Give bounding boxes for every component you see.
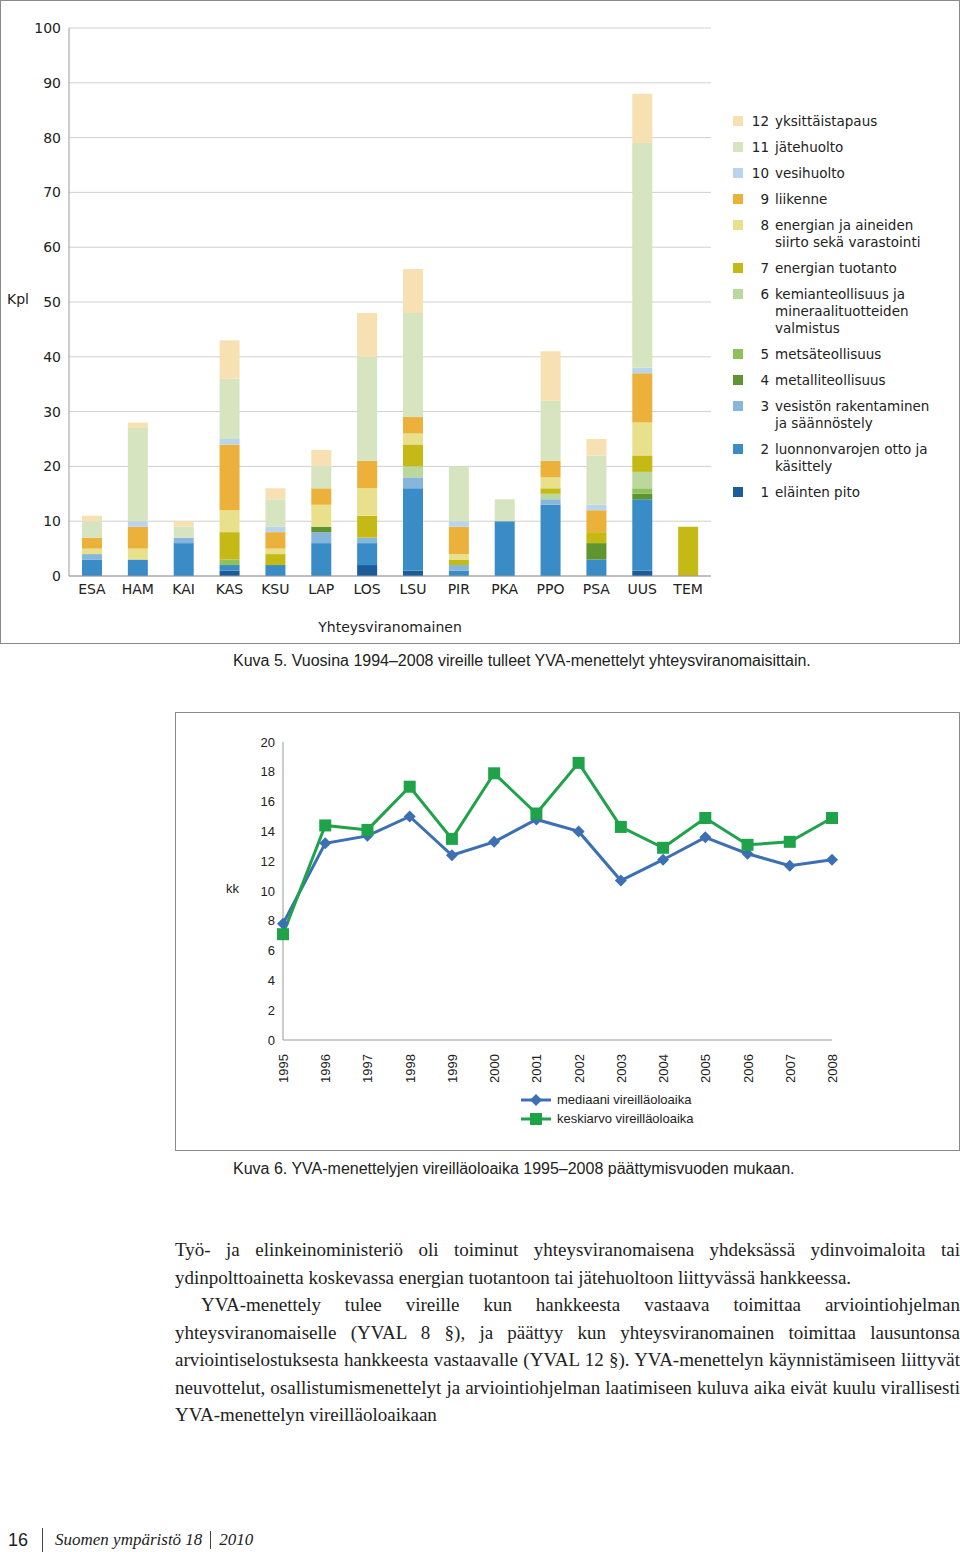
svg-text:0: 0: [52, 568, 61, 584]
svg-text:HAM: HAM: [122, 581, 154, 597]
html-text:3: 3: [760, 398, 769, 414]
html-text:Kpl: Kpl: [7, 291, 29, 307]
html-text:jätehuolto: jätehuolto: [775, 139, 844, 155]
html-text:11: 11: [751, 139, 769, 155]
svg-text:1999: 1999: [445, 1054, 460, 1083]
html-text:6: 6: [760, 286, 769, 302]
svg-text:Yhteysviranomainen: Yhteysviranomainen: [317, 619, 462, 635]
svg-text:2007: 2007: [783, 1054, 798, 1083]
html-text:eläinten pito: eläinten pito: [775, 484, 860, 500]
svg-text:2: 2: [268, 1003, 275, 1018]
html-text:Kuva 6. YVA-menettelyjen virei: Kuva 6. YVA-menettelyjen vireilläoloaika…: [233, 1160, 795, 1177]
svg-text:20: 20: [261, 735, 275, 750]
svg-text:PSA: PSA: [583, 581, 611, 597]
svg-text:PPO: PPO: [537, 581, 565, 597]
html-text:Työ- ja elinkeinoministeriö ol: Työ- ja elinkeinoministeriö oli toiminut…: [175, 1239, 960, 1288]
svg-text:PKA: PKA: [491, 581, 518, 597]
svg-text:1998: 1998: [403, 1054, 418, 1083]
html-text:liikenne: liikenne: [775, 191, 828, 207]
svg-text:KSU: KSU: [261, 581, 289, 597]
svg-text:1995: 1995: [276, 1054, 291, 1083]
svg-text:10: 10: [261, 884, 275, 899]
html-text:5: 5: [760, 346, 769, 362]
html-text:energian tuotanto: energian tuotanto: [775, 260, 897, 276]
svg-text:1997: 1997: [360, 1054, 375, 1083]
html-text:energian ja aineiden siirto se: energian ja aineiden siirto sekä varasto…: [775, 217, 921, 250]
svg-text:ESA: ESA: [78, 581, 106, 597]
svg-text:6: 6: [268, 943, 275, 958]
svg-text:90: 90: [43, 75, 61, 91]
html-text:metsäteollisuus: metsäteollisuus: [775, 346, 882, 362]
svg-text:8: 8: [268, 913, 275, 928]
svg-text:KAI: KAI: [172, 581, 195, 597]
svg-text:0: 0: [268, 1033, 275, 1048]
html-text:2010: 2010: [219, 1530, 254, 1549]
svg-text:LAP: LAP: [308, 581, 334, 597]
svg-text:2000: 2000: [487, 1054, 502, 1083]
html-text:12: 12: [751, 113, 769, 129]
html-text:yksittäistapaus: yksittäistapaus: [775, 113, 878, 129]
svg-text:20: 20: [43, 458, 61, 474]
svg-text:2006: 2006: [741, 1054, 756, 1083]
html-text:16: 16: [8, 1529, 28, 1550]
svg-text:UUS: UUS: [628, 581, 657, 597]
svg-text:12: 12: [261, 854, 275, 869]
html-text:8: 8: [760, 217, 769, 233]
html-text:luonnonvarojen otto ja käsitte: luonnonvarojen otto ja käsittely: [775, 441, 928, 474]
svg-text:30: 30: [43, 404, 61, 420]
html-text:10: 10: [751, 165, 769, 181]
html-text:1: 1: [760, 484, 769, 500]
html-text:YVA-menettely tulee vireille k: YVA-menettely tulee vireille kun hankkee…: [175, 1294, 960, 1425]
svg-text:KAS: KAS: [216, 581, 244, 597]
svg-text:4: 4: [268, 973, 275, 988]
html-text:kk: kk: [226, 881, 239, 896]
html-text:kemianteollisuus ja mineraalit: kemianteollisuus ja mineraalituotteiden …: [775, 286, 909, 336]
svg-text:18: 18: [261, 764, 275, 779]
svg-text:2004: 2004: [656, 1054, 671, 1083]
svg-text:100: 100: [34, 20, 61, 36]
svg-text:80: 80: [43, 130, 61, 146]
html-text:Suomen ympäristö 18: Suomen ympäristö 18: [55, 1530, 203, 1549]
html-text:2: 2: [760, 441, 769, 457]
html-text:Kuva 5. Vuosina 1994–2008 vire: Kuva 5. Vuosina 1994–2008 vireille tulle…: [233, 652, 811, 669]
html-text:mediaani vireilläoloaika: mediaani vireilläoloaika: [557, 1092, 692, 1107]
svg-text:1996: 1996: [318, 1054, 333, 1083]
svg-text:TEM: TEM: [672, 581, 702, 597]
svg-text:2003: 2003: [614, 1054, 629, 1083]
svg-text:60: 60: [43, 239, 61, 255]
svg-text:16: 16: [261, 794, 275, 809]
svg-text:2002: 2002: [572, 1054, 587, 1083]
html-text:metalliteollisuus: metalliteollisuus: [775, 372, 886, 388]
svg-text:LSU: LSU: [399, 581, 426, 597]
html-text:vesistön rakentaminen ja säänn: vesistön rakentaminen ja säännöstely: [775, 398, 930, 431]
svg-text:10: 10: [43, 513, 61, 529]
svg-text:2005: 2005: [698, 1054, 713, 1083]
svg-text:PIR: PIR: [448, 581, 471, 597]
html-text:keskiarvo vireilläoloaika: keskiarvo vireilläoloaika: [557, 1111, 694, 1126]
svg-text:70: 70: [43, 184, 61, 200]
html-text:vesihuolto: vesihuolto: [775, 165, 845, 181]
svg-text:2008: 2008: [825, 1054, 840, 1083]
html-text:7: 7: [760, 260, 769, 276]
html-text:9: 9: [760, 191, 769, 207]
svg-text:50: 50: [43, 294, 61, 310]
svg-text:14: 14: [261, 824, 275, 839]
svg-text:40: 40: [43, 349, 61, 365]
svg-text:2001: 2001: [529, 1054, 544, 1083]
html-text:4: 4: [760, 372, 769, 388]
svg-text:LOS: LOS: [353, 581, 380, 597]
